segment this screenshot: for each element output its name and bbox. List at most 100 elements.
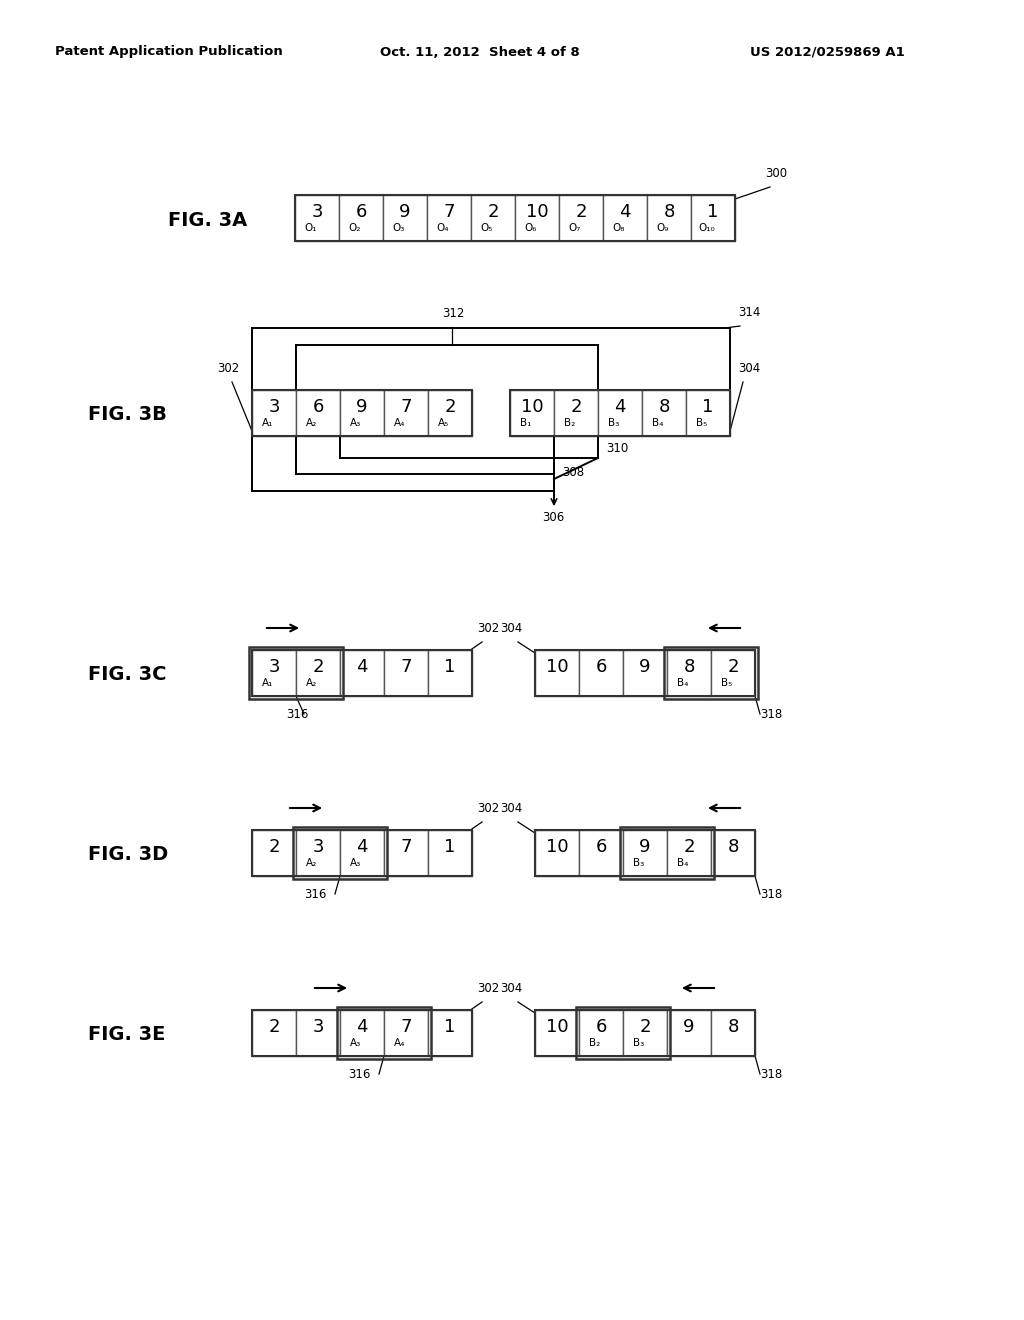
Text: 2: 2 — [683, 838, 694, 857]
Text: 1: 1 — [444, 659, 456, 676]
Text: Patent Application Publication: Patent Application Publication — [55, 45, 283, 58]
Bar — [510, 389, 730, 436]
Text: 2: 2 — [575, 203, 587, 222]
Text: A₂: A₂ — [306, 858, 317, 869]
Text: B₃: B₃ — [633, 1038, 644, 1048]
Text: FIG. 3E: FIG. 3E — [88, 1026, 165, 1044]
Bar — [535, 1010, 755, 1056]
Bar — [340, 649, 384, 696]
Text: 10: 10 — [546, 1019, 568, 1036]
Bar — [296, 389, 340, 436]
Text: A₅: A₅ — [438, 418, 450, 428]
Text: 2: 2 — [727, 659, 738, 676]
Text: US 2012/0259869 A1: US 2012/0259869 A1 — [750, 45, 905, 58]
Bar — [296, 830, 340, 876]
Text: 6: 6 — [595, 838, 606, 857]
Text: FIG. 3C: FIG. 3C — [88, 665, 167, 685]
Bar — [339, 195, 383, 242]
Text: B₂: B₂ — [589, 1038, 600, 1048]
Bar — [296, 1010, 340, 1056]
Bar — [428, 389, 472, 436]
Text: 4: 4 — [356, 1019, 368, 1036]
Text: A₄: A₄ — [393, 418, 406, 428]
Text: B₃: B₃ — [633, 858, 644, 869]
Bar — [252, 389, 472, 436]
Text: 306: 306 — [542, 511, 564, 524]
Bar — [427, 195, 471, 242]
Text: 9: 9 — [399, 203, 411, 222]
Text: O₁₀: O₁₀ — [698, 223, 715, 234]
Text: 316: 316 — [304, 888, 327, 902]
Text: 312: 312 — [442, 308, 464, 319]
Text: 7: 7 — [400, 1019, 412, 1036]
Text: A₂: A₂ — [306, 418, 317, 428]
Bar — [642, 389, 686, 436]
Text: O₁: O₁ — [304, 223, 316, 234]
Bar — [711, 1010, 755, 1056]
Bar — [383, 195, 427, 242]
Text: O₂: O₂ — [348, 223, 360, 234]
Text: 6: 6 — [595, 659, 606, 676]
Text: 9: 9 — [356, 399, 368, 417]
Text: 4: 4 — [614, 399, 626, 417]
Text: 304: 304 — [500, 622, 522, 635]
Text: A₃: A₃ — [350, 1038, 361, 1048]
Bar — [252, 1010, 472, 1056]
Text: 4: 4 — [356, 659, 368, 676]
Text: 9: 9 — [639, 838, 650, 857]
Text: 9: 9 — [639, 659, 650, 676]
Text: 4: 4 — [356, 838, 368, 857]
Bar — [340, 1010, 384, 1056]
Text: 310: 310 — [606, 442, 629, 455]
Bar — [554, 389, 598, 436]
Text: 3: 3 — [268, 399, 280, 417]
Text: 3: 3 — [312, 1019, 324, 1036]
Text: B₅: B₅ — [695, 418, 707, 428]
Text: A₃: A₃ — [350, 858, 361, 869]
Text: 1: 1 — [708, 203, 719, 222]
Text: O₅: O₅ — [480, 223, 493, 234]
Text: 1: 1 — [444, 838, 456, 857]
Text: 302: 302 — [477, 622, 500, 635]
Bar — [667, 830, 711, 876]
Text: A₄: A₄ — [393, 1038, 406, 1048]
Bar — [252, 389, 296, 436]
Text: 304: 304 — [738, 362, 760, 375]
Text: B₂: B₂ — [564, 418, 575, 428]
Text: 318: 318 — [760, 888, 782, 902]
Text: B₄: B₄ — [677, 678, 688, 688]
Bar — [428, 649, 472, 696]
Text: A₁: A₁ — [262, 678, 273, 688]
Bar — [252, 649, 472, 696]
Bar — [623, 830, 667, 876]
Bar — [667, 649, 711, 696]
Text: O₉: O₉ — [656, 223, 669, 234]
Bar — [252, 830, 296, 876]
Text: O₄: O₄ — [436, 223, 449, 234]
Text: FIG. 3B: FIG. 3B — [88, 405, 167, 425]
Text: B₁: B₁ — [520, 418, 531, 428]
Text: 2: 2 — [570, 399, 582, 417]
Text: 1: 1 — [444, 1019, 456, 1036]
Text: 302: 302 — [477, 803, 500, 814]
Bar — [535, 830, 579, 876]
Bar — [428, 830, 472, 876]
Bar — [535, 649, 579, 696]
Text: 3: 3 — [311, 203, 323, 222]
Text: 7: 7 — [400, 399, 412, 417]
Bar — [252, 830, 472, 876]
Bar — [667, 1010, 711, 1056]
Bar — [691, 195, 735, 242]
Text: 8: 8 — [683, 659, 694, 676]
Text: O₈: O₈ — [612, 223, 625, 234]
Bar — [428, 1010, 472, 1056]
Bar — [510, 389, 554, 436]
Bar — [384, 389, 428, 436]
Bar — [340, 389, 384, 436]
Text: 6: 6 — [355, 203, 367, 222]
Text: 318: 318 — [760, 708, 782, 721]
Bar — [579, 1010, 623, 1056]
Bar — [249, 647, 343, 700]
Text: 2: 2 — [312, 659, 324, 676]
Text: 7: 7 — [400, 838, 412, 857]
